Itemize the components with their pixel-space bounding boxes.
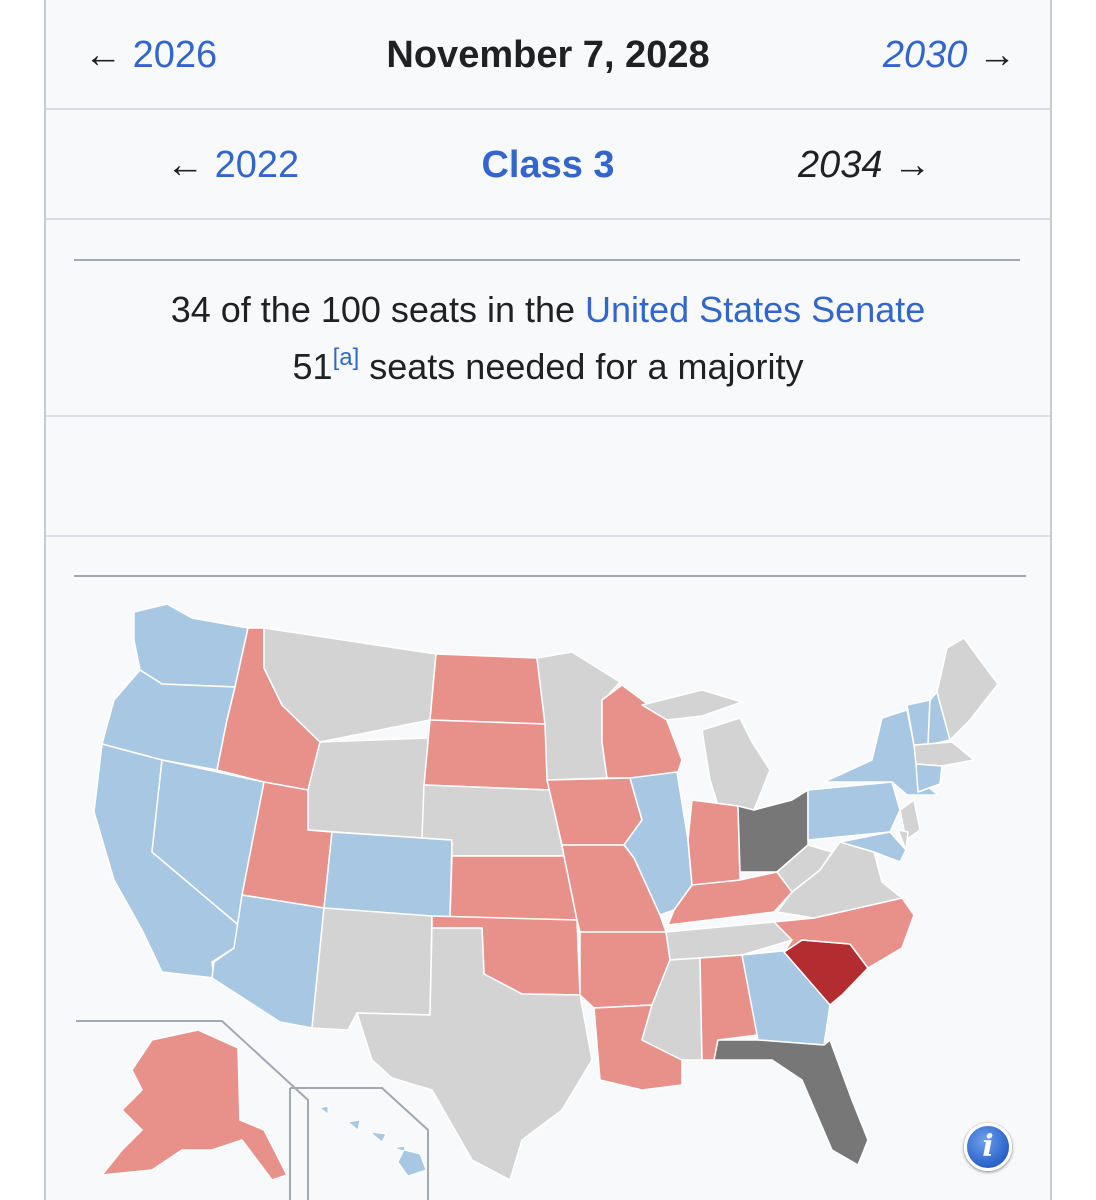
state-new-jersey — [899, 799, 921, 841]
state-michigan-up — [641, 689, 743, 721]
state-maryland — [839, 831, 907, 863]
us-senate-link[interactable]: United States Senate — [585, 289, 926, 330]
next-election-year[interactable]: 2030 — [882, 34, 968, 76]
state-new-mexico — [311, 907, 433, 1031]
seats-up-prefix: 34 of the 100 seats in the — [170, 289, 586, 330]
footnote-a-link[interactable]: [a] — [332, 344, 360, 371]
senate-election-map[interactable] — [46, 537, 1052, 1200]
seats-description-row: 34 of the 100 seats in the United States… — [46, 220, 1050, 417]
state-north-dakota — [429, 653, 546, 725]
divider — [74, 259, 1020, 261]
majority-suffix: seats needed for a majority — [359, 346, 804, 387]
state-connecticut — [915, 763, 943, 793]
arrow-left-icon: ← — [84, 34, 122, 76]
state-hawaii — [318, 1105, 427, 1177]
state-texas — [356, 927, 593, 1181]
prev-class-link[interactable]: ← 2022 — [166, 143, 299, 187]
election-nav-row: ← 2026 November 7, 2028 2030 → — [46, 0, 1050, 110]
divider — [74, 575, 1026, 577]
hawaii-inset-frame — [289, 1087, 429, 1200]
state-indiana — [687, 799, 741, 891]
prev-election-link[interactable]: ← 2026 — [84, 33, 217, 77]
election-date: November 7, 2028 — [386, 34, 710, 76]
state-illinois — [623, 771, 693, 916]
map-row: i — [46, 537, 1050, 1200]
state-wisconsin — [601, 684, 683, 779]
class-nav-row: ← 2022 Class 3 2034 → — [46, 110, 1050, 220]
prev-class-year[interactable]: 2022 — [214, 144, 300, 186]
majority-number: 51 — [292, 346, 333, 387]
state-south-dakota — [423, 719, 551, 791]
majority-text: 51[a] seats needed for a majority — [46, 338, 1050, 395]
state-florida — [713, 1039, 869, 1166]
state-massachusetts — [913, 741, 975, 767]
state-michigan — [701, 717, 771, 813]
info-icon[interactable]: i — [964, 1123, 1012, 1171]
state-washington — [133, 603, 249, 688]
class-link[interactable]: Class 3 — [481, 144, 615, 186]
next-class-year: 2034 — [798, 144, 883, 186]
next-class-link: 2034 → — [798, 143, 931, 187]
prev-election-year[interactable]: 2026 — [132, 34, 218, 76]
arrow-left-icon: ← — [166, 144, 204, 186]
state-alaska — [100, 1029, 289, 1181]
state-wyoming — [307, 737, 431, 839]
state-maine — [936, 637, 999, 741]
empty-row — [46, 417, 1050, 537]
state-pennsylvania — [807, 781, 901, 841]
arrow-right-icon: → — [893, 144, 932, 186]
state-kansas — [449, 855, 578, 921]
state-delaware — [897, 829, 909, 851]
arrow-right-icon: → — [978, 34, 1016, 76]
alaska-inset-frame — [76, 1020, 309, 1200]
next-election-link[interactable]: 2030 → — [883, 33, 1016, 77]
state-colorado — [323, 831, 453, 919]
state-west-virginia — [776, 844, 833, 893]
state-iowa — [546, 777, 643, 846]
election-infobox: ← 2026 November 7, 2028 2030 → ← 2022 Cl… — [44, 0, 1052, 1200]
seats-up-text: 34 of the 100 seats in the United States… — [46, 281, 1050, 338]
